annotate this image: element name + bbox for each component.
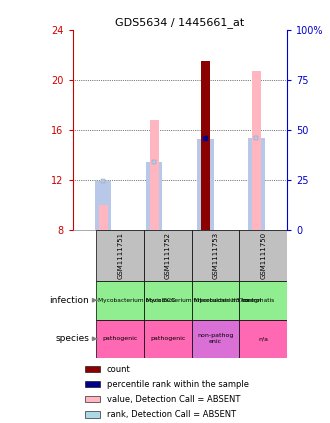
Bar: [240, 281, 287, 319]
Text: n/a: n/a: [258, 336, 268, 341]
Bar: [144, 230, 192, 281]
Bar: [96, 319, 144, 358]
Text: rank, Detection Call = ABSENT: rank, Detection Call = ABSENT: [107, 410, 236, 419]
Bar: [150, 120, 159, 230]
Bar: [96, 281, 144, 319]
Bar: [192, 319, 240, 358]
Bar: [192, 230, 240, 281]
Text: pathogenic: pathogenic: [103, 336, 138, 341]
Bar: [96, 230, 144, 281]
Bar: [144, 281, 192, 319]
Text: Mycobacterium tuberculosis H37ra: Mycobacterium tuberculosis H37ra: [146, 298, 249, 303]
Bar: [240, 230, 287, 281]
Bar: [85, 396, 100, 402]
Text: GSM1111753: GSM1111753: [213, 232, 218, 279]
Text: GSM1111751: GSM1111751: [117, 232, 123, 279]
Title: GDS5634 / 1445661_at: GDS5634 / 1445661_at: [115, 17, 245, 28]
Text: control: control: [241, 298, 262, 303]
Bar: [240, 319, 287, 358]
Bar: [192, 281, 240, 319]
Text: count: count: [107, 365, 131, 374]
Bar: [95, 181, 112, 230]
Text: percentile rank within the sample: percentile rank within the sample: [107, 380, 249, 389]
Text: infection: infection: [50, 296, 89, 305]
Text: value, Detection Call = ABSENT: value, Detection Call = ABSENT: [107, 395, 240, 404]
Text: pathogenic: pathogenic: [150, 336, 185, 341]
Bar: [144, 319, 192, 358]
Bar: [85, 381, 100, 387]
Bar: [201, 61, 210, 230]
Text: non-pathog
enic: non-pathog enic: [197, 333, 234, 344]
Bar: [146, 162, 162, 230]
Bar: [197, 139, 214, 230]
Bar: [248, 138, 265, 230]
Text: Mycobacterium bovis BCG: Mycobacterium bovis BCG: [98, 298, 176, 303]
Bar: [252, 71, 261, 230]
Text: GSM1111752: GSM1111752: [165, 232, 171, 279]
Bar: [85, 366, 100, 372]
Text: species: species: [55, 334, 89, 343]
Bar: [85, 412, 100, 418]
Bar: [99, 205, 108, 230]
Text: Mycobacterium smegmatis: Mycobacterium smegmatis: [194, 298, 274, 303]
Text: GSM1111750: GSM1111750: [260, 232, 266, 279]
